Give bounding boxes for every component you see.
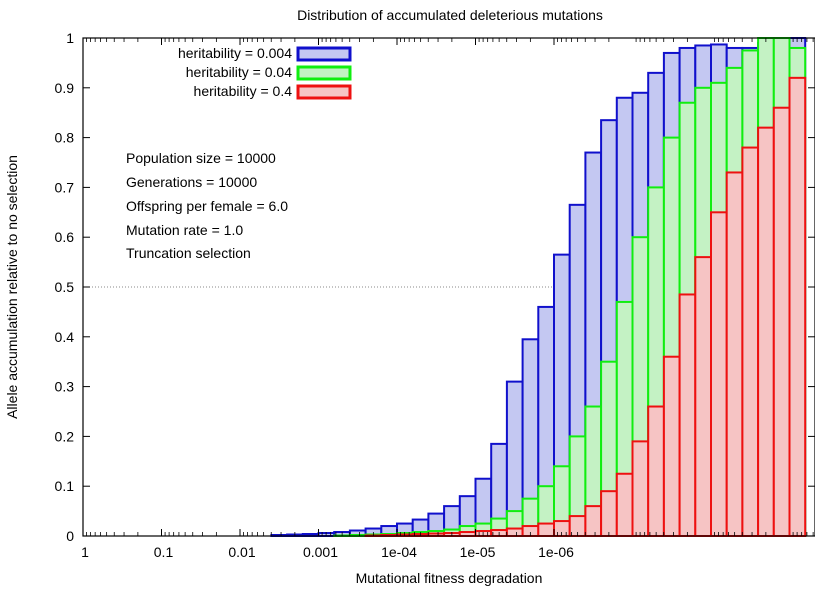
- x-tick-label-5: 1e-05: [460, 544, 496, 560]
- y-tick-label-0: 0: [66, 528, 74, 544]
- x-tick-label-4: 1e-04: [381, 544, 417, 560]
- legend-label-1: heritability = 0.04: [186, 64, 292, 80]
- y-tick-label-1: 0.1: [55, 478, 75, 494]
- bar-s2-33: [600, 490, 618, 537]
- annotation-mutation-rate: Mutation rate = 1.0: [126, 222, 243, 238]
- legend-swatch-1: [296, 65, 352, 81]
- bar-s2-32: [584, 505, 603, 537]
- axis-ticks: 0 0.1 0.2 0.3 0.4 0.5 0.6 0.7 0.8 0.9 1 1 0.1 0.01 0.0…: [55, 30, 815, 560]
- legend-label-2: heritability = 0.4: [194, 83, 293, 99]
- chart-title: Distribution of accumulated deleterious …: [297, 7, 603, 23]
- x-tick-label-0: 1: [81, 544, 89, 560]
- annotation-generations: Generations = 10000: [126, 174, 257, 190]
- y-axis-label: Allele accumulation relative to no selec…: [4, 155, 20, 419]
- bar-s2-36: [647, 405, 665, 537]
- y-tick-label-10: 1: [66, 30, 74, 46]
- x-tick-label-1: 0.1: [154, 544, 174, 560]
- x-tick-label-3: 0.001: [303, 544, 338, 560]
- bar-s2-38: [678, 293, 697, 537]
- legend: heritability = 0.004 heritability = 0.04…: [178, 45, 352, 100]
- y-tick-label-8: 0.8: [55, 130, 75, 146]
- y-tick-label-7: 0.7: [55, 179, 75, 195]
- bar-s2-41: [725, 171, 744, 538]
- x-tick-label-6: 1e-06: [538, 544, 574, 560]
- x-tick-label-2: 0.01: [228, 544, 255, 560]
- bar-s2-35: [631, 440, 650, 538]
- annotation-offspring: Offspring per female = 6.0: [126, 198, 288, 214]
- bar-s2-43: [757, 126, 775, 537]
- annotation-population-size: Population size = 10000: [126, 150, 276, 166]
- legend-label-0: heritability = 0.004: [178, 45, 292, 61]
- y-tick-label-5: 0.5: [55, 279, 75, 295]
- legend-swatch-2: [296, 84, 352, 100]
- bar-s2-29: [537, 522, 555, 537]
- x-axis-label: Mutational fitness degradation: [356, 570, 543, 586]
- y-tick-label-6: 0.6: [55, 229, 75, 245]
- y-tick-label-3: 0.3: [55, 379, 75, 395]
- annotation-selection-mode: Truncation selection: [126, 245, 251, 261]
- bar-s2-27: [505, 527, 524, 538]
- legend-swatch-0: [296, 46, 352, 62]
- bar-s2-45: [788, 76, 807, 537]
- parameters-annotation: Population size = 10000 Generations = 10…: [126, 150, 288, 261]
- bar-s2-44: [772, 106, 791, 537]
- bar-s2-37: [662, 355, 681, 537]
- y-tick-label-4: 0.4: [55, 329, 75, 345]
- y-tick-label-9: 0.9: [55, 80, 75, 96]
- bar-s2-40: [710, 211, 728, 538]
- y-tick-label-2: 0.2: [55, 428, 75, 444]
- bar-s2-39: [694, 256, 712, 537]
- bar-s2-42: [741, 146, 760, 537]
- histogram-bars: [270, 37, 807, 538]
- bar-s2-34: [615, 472, 634, 537]
